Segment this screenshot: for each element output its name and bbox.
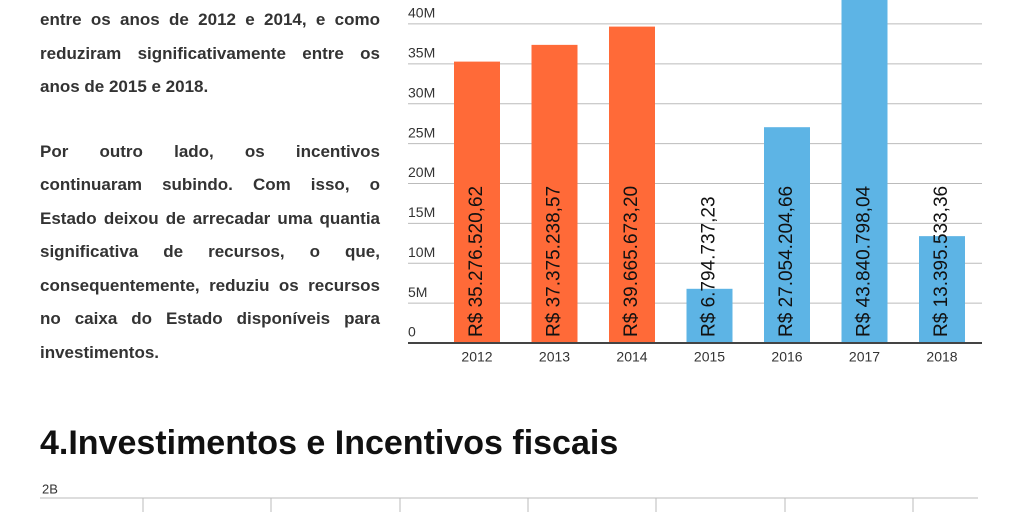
bar xyxy=(841,0,888,343)
bar xyxy=(686,288,733,343)
plot-area xyxy=(454,0,965,343)
value-label: R$ 13.395.533,36 xyxy=(931,186,952,337)
bar xyxy=(454,61,500,343)
x-tick-label: 2017 xyxy=(849,349,880,365)
paragraph: Por outro lado, os incentivos continuara… xyxy=(40,141,380,362)
x-tick-label: 2013 xyxy=(539,349,570,365)
x-tick-label: 2016 xyxy=(771,349,802,365)
value-label: R$ 43.840.798,04 xyxy=(854,185,875,337)
y-tick-label: 10M xyxy=(408,244,435,260)
value-label: R$ 6.794.737,23 xyxy=(699,196,720,337)
next-chart-frame xyxy=(40,497,978,512)
value-label: R$ 39.665.673,20 xyxy=(621,186,642,337)
section-heading: 4.Investimentos e Incentivos fiscais xyxy=(40,424,619,462)
y-tick-label: 5M xyxy=(408,284,427,300)
text-column: entre os anos de 2012 e 2014, e como red… xyxy=(40,3,380,400)
bar xyxy=(919,236,965,343)
y-tick-label: 40M xyxy=(408,5,435,21)
value-label: R$ 35.276.520,62 xyxy=(466,186,487,337)
x-tick-label: 2012 xyxy=(461,349,492,365)
value-label: R$ 37.375.238,57 xyxy=(544,186,565,337)
x-tick-label: 2014 xyxy=(616,349,647,365)
y-tick-label: 25M xyxy=(408,124,435,140)
value-label: R$ 27.054.204,66 xyxy=(776,186,797,337)
y-tick-label: 35M xyxy=(408,45,435,61)
x-tick-label: 2015 xyxy=(694,349,725,365)
x-tick-label: 2018 xyxy=(926,349,957,365)
next-chart-tick-label: 2B xyxy=(42,481,58,496)
paragraph: entre os anos de 2012 e 2014, e como red… xyxy=(40,10,380,96)
bar xyxy=(609,26,655,343)
y-tick-label: 30M xyxy=(408,84,435,100)
y-tick-label: 20M xyxy=(408,164,435,180)
y-tick-label: 15M xyxy=(408,204,435,220)
y-tick-label: 0 xyxy=(408,324,416,340)
bar xyxy=(531,44,578,343)
bar xyxy=(764,127,810,343)
